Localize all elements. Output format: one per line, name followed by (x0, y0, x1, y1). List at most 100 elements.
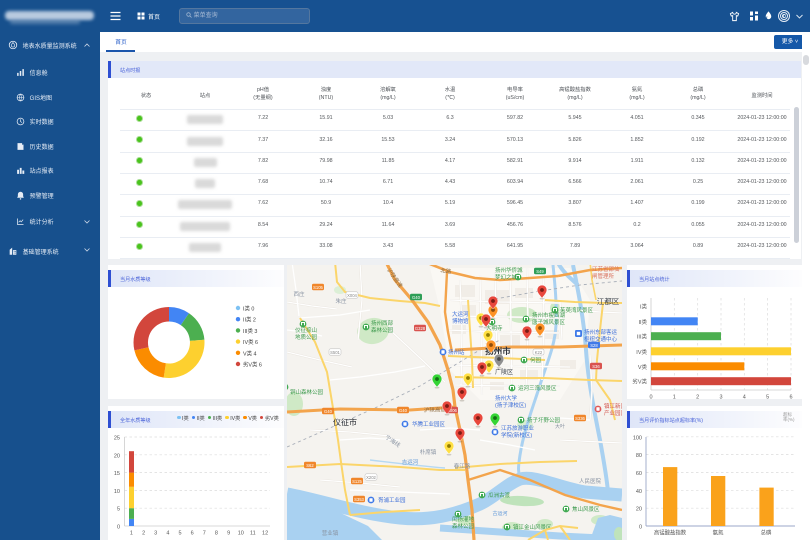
svg-text:I类 0: I类 0 (243, 305, 254, 313)
svg-text:地质公园: 地质公园 (295, 333, 318, 341)
svg-text:焦山风景区: 焦山风景区 (572, 505, 600, 513)
svg-text:运河三湾风景区: 运河三湾风景区 (518, 384, 557, 392)
svg-text:仪征市: 仪征市 (333, 417, 357, 427)
svg-text:茱萸湾风景区: 茱萸湾风景区 (560, 306, 594, 314)
svg-text:营业镇: 营业镇 (322, 529, 339, 537)
svg-text:江都区: 江都区 (597, 297, 620, 306)
svg-text:II类 2: II类 2 (243, 316, 256, 324)
svg-text:S501: S501 (330, 350, 340, 355)
svg-text:扬州市瘦西湖: 扬州市瘦西湖 (532, 311, 566, 319)
svg-text:氨氮: 氨氮 (713, 529, 724, 537)
svg-text:X006: X006 (447, 408, 457, 413)
svg-text:0: 0 (117, 525, 120, 531)
svg-text:大叶: 大叶 (555, 423, 565, 430)
svg-text:闸管理所: 闸管理所 (592, 272, 615, 280)
svg-text:5: 5 (178, 531, 181, 537)
svg-text:I类: I类 (640, 303, 648, 311)
svg-text:铜山森林公园: 铜山森林公园 (290, 388, 324, 396)
svg-text:6: 6 (789, 395, 792, 400)
svg-text:(扬子津校区): (扬子津校区) (495, 401, 526, 409)
svg-text:X202: X202 (366, 475, 376, 480)
svg-text:总磷: 总磷 (761, 529, 772, 537)
svg-text:25: 25 (114, 436, 120, 442)
svg-text:60: 60 (636, 471, 642, 477)
svg-text:扬州大学: 扬州大学 (495, 394, 518, 402)
svg-text:博物馆: 博物馆 (452, 317, 469, 325)
svg-text:扬州站: 扬州站 (448, 348, 465, 356)
svg-text:100: 100 (633, 435, 642, 441)
svg-text:仪征捺山: 仪征捺山 (295, 326, 317, 334)
svg-text:G40: G40 (324, 409, 333, 414)
svg-text:扬州西部: 扬州西部 (371, 319, 394, 327)
svg-text:III类 3: III类 3 (243, 327, 257, 335)
svg-text:北路: 北路 (440, 266, 453, 276)
svg-text:0: 0 (639, 525, 642, 531)
svg-text:S353: S353 (354, 497, 364, 502)
svg-text:梦幻之城: 梦幻之城 (495, 273, 518, 281)
svg-text:闰扬灌地: 闰扬灌地 (452, 515, 475, 523)
svg-text:6: 6 (191, 531, 194, 537)
svg-text:森林公园: 森林公园 (452, 522, 475, 530)
svg-text:森林公园: 森林公园 (371, 326, 394, 334)
svg-text:华腾工业园区: 华腾工业园区 (412, 420, 446, 428)
svg-text:12: 12 (262, 531, 268, 537)
svg-text:X004: X004 (347, 293, 357, 298)
svg-text:III类: III类 (637, 333, 648, 341)
svg-text:4: 4 (166, 531, 169, 537)
svg-text:1: 1 (130, 531, 133, 537)
svg-text:学院(新校区): 学院(新校区) (501, 431, 532, 439)
svg-text:吉运河: 吉运河 (402, 458, 419, 466)
svg-text:枢纽交通中心: 枢纽交通中心 (584, 335, 618, 343)
svg-text:3: 3 (154, 531, 157, 537)
svg-text:广陵区: 广陵区 (495, 368, 513, 376)
svg-text:镇江金山风景区: 镇江金山风景区 (513, 523, 552, 531)
svg-text:2: 2 (696, 395, 699, 400)
svg-text:扬州东部客运: 扬州东部客运 (584, 328, 618, 336)
svg-text:11: 11 (250, 531, 256, 537)
svg-text:V类 4: V类 4 (243, 349, 256, 357)
svg-text:劣V类 6: 劣V类 6 (243, 361, 262, 369)
svg-text:V类: V类 (638, 363, 648, 371)
svg-text:10: 10 (114, 489, 120, 495)
svg-text:扬子圩野公园: 扬子圩野公园 (527, 416, 561, 424)
svg-text:9: 9 (227, 531, 230, 537)
svg-text:20: 20 (636, 507, 642, 513)
svg-text:4: 4 (743, 395, 746, 400)
svg-text:朱庄: 朱庄 (335, 297, 347, 305)
svg-text:10: 10 (238, 531, 244, 537)
svg-text:古运河: 古运河 (492, 510, 507, 517)
svg-text:20: 20 (114, 453, 120, 459)
svg-text:高锰酸盐指数: 高锰酸盐指数 (654, 529, 687, 537)
svg-text:胥浦工业园: 胥浦工业园 (378, 496, 406, 504)
svg-text:80: 80 (636, 453, 642, 459)
svg-text:扬州华侨城: 扬州华侨城 (495, 266, 523, 274)
svg-text:8: 8 (215, 531, 218, 537)
svg-text:K22: K22 (535, 350, 543, 355)
svg-text:劣V类: 劣V类 (632, 378, 647, 386)
svg-text:5: 5 (766, 395, 769, 400)
svg-text:S62: S62 (306, 463, 314, 468)
svg-text:江苏省邵仙: 江苏省邵仙 (592, 265, 620, 273)
svg-text:S28: S28 (590, 343, 598, 348)
svg-text:沪陕高速: 沪陕高速 (424, 405, 447, 414)
svg-text:7: 7 (203, 531, 206, 537)
svg-text:S125: S125 (352, 479, 362, 484)
svg-text:产业园区: 产业园区 (604, 409, 622, 417)
svg-text:2: 2 (142, 531, 145, 537)
svg-text:3: 3 (719, 395, 722, 400)
svg-text:1: 1 (673, 395, 676, 400)
svg-text:IV类: IV类 (636, 348, 647, 356)
svg-text:S36: S36 (592, 364, 600, 369)
svg-text:西庄: 西庄 (293, 290, 305, 298)
svg-text:40: 40 (636, 489, 642, 495)
svg-text:G328: G328 (415, 326, 426, 331)
svg-text:15: 15 (114, 471, 120, 477)
svg-text:大运河: 大运河 (452, 310, 469, 318)
svg-text:IV类 6: IV类 6 (243, 338, 258, 346)
svg-text:镇江新区: 镇江新区 (604, 402, 622, 410)
svg-text:0: 0 (649, 395, 652, 400)
svg-text:春江路: 春江路 (454, 462, 471, 470)
svg-text:江苏旅游职业: 江苏旅游职业 (501, 424, 535, 432)
svg-text:人民医院: 人民医院 (579, 477, 602, 485)
svg-text:S49: S49 (536, 269, 544, 274)
